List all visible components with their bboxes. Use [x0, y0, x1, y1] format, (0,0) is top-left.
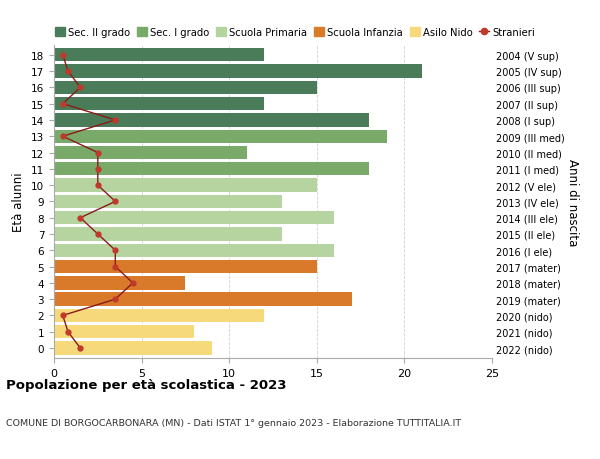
Bar — [54, 195, 282, 209]
Bar — [54, 228, 282, 241]
Bar — [54, 146, 247, 160]
Text: COMUNE DI BORGOCARBONARA (MN) - Dati ISTAT 1° gennaio 2023 - Elaborazione TUTTIT: COMUNE DI BORGOCARBONARA (MN) - Dati IST… — [6, 418, 461, 427]
Bar — [54, 341, 212, 355]
Bar — [54, 98, 264, 111]
Bar — [54, 130, 387, 144]
Bar — [54, 163, 370, 176]
Legend: Sec. II grado, Sec. I grado, Scuola Primaria, Scuola Infanzia, Asilo Nido, Stran: Sec. II grado, Sec. I grado, Scuola Prim… — [55, 28, 535, 38]
Bar — [54, 212, 334, 225]
Bar — [54, 260, 317, 274]
Bar — [54, 65, 422, 78]
Bar — [54, 244, 334, 257]
Bar — [54, 293, 352, 306]
Text: Popolazione per età scolastica - 2023: Popolazione per età scolastica - 2023 — [6, 379, 287, 392]
Bar — [54, 114, 370, 127]
Bar — [54, 277, 185, 290]
Y-axis label: Anni di nascita: Anni di nascita — [566, 158, 579, 246]
Bar — [54, 82, 317, 95]
Y-axis label: Età alunni: Età alunni — [13, 172, 25, 232]
Bar — [54, 49, 264, 62]
Bar — [54, 309, 264, 322]
Bar — [54, 325, 194, 339]
Bar — [54, 179, 317, 192]
